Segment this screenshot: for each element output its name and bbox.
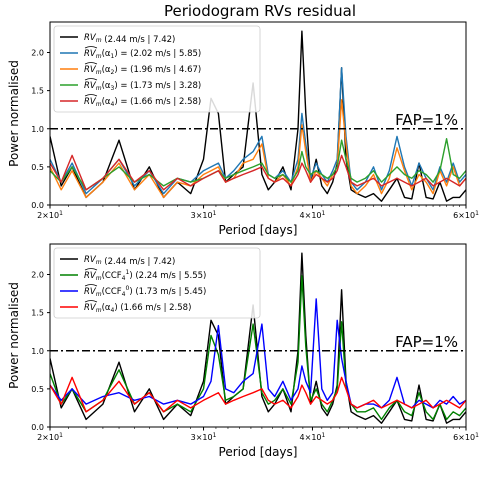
x-tick-label: 3×101 bbox=[191, 432, 217, 442]
series-line-4 bbox=[50, 138, 466, 191]
y-tick-label: 1.0 bbox=[31, 125, 44, 134]
x-tick-label: 2×101 bbox=[37, 432, 63, 442]
legend-hat bbox=[84, 94, 98, 97]
x-axis-label: Period [days] bbox=[219, 445, 298, 459]
legend-entry: RVm(α2) = (1.96 m/s | 4.67) bbox=[84, 65, 201, 76]
series-group bbox=[50, 30, 466, 202]
legend-box bbox=[53, 247, 261, 319]
x-tick-label: 6×101 bbox=[453, 432, 479, 442]
legend-entry: RVm (2.44 m/s | 7.42) bbox=[84, 33, 175, 45]
fap-label: FAP=1% bbox=[395, 111, 458, 129]
legend-hat bbox=[84, 46, 98, 49]
legend-entry: RVm(α4) (1.66 m/s | 2.58) bbox=[84, 303, 191, 314]
series-group bbox=[50, 252, 466, 424]
legend-entry: RVm(CCF41) (2.24 m/s | 5.55) bbox=[84, 269, 206, 282]
x-axis-label: Period [days] bbox=[219, 223, 298, 237]
legend-hat bbox=[84, 268, 98, 271]
axes-frame bbox=[49, 21, 467, 206]
legend-entry: RVm(α4) = (1.66 m/s | 2.58) bbox=[84, 97, 201, 108]
series-line-2 bbox=[50, 275, 466, 421]
legend: RVm (2.44 m/s | 7.42) RVm(CCF41) (2.24 m/… bbox=[53, 247, 261, 319]
y-axis-label: Power normalised bbox=[7, 282, 21, 389]
legend-hat bbox=[84, 62, 98, 65]
y-tick-label: 0.0 bbox=[31, 201, 44, 210]
legend-entry: RVm (2.44 m/s | 7.42) bbox=[84, 255, 175, 267]
y-tick-label: 1.5 bbox=[31, 309, 44, 318]
legend-entry: RVm(α1) = (2.02 m/s | 5.85) bbox=[84, 49, 201, 60]
legend-box bbox=[53, 25, 261, 113]
x-tick-label: 3×101 bbox=[191, 210, 217, 220]
y-tick-label: 2.0 bbox=[31, 49, 44, 58]
periodogram-panel-top: FAP=1% 0.0 0.5 1.0 1.5 2.0 2×101 3×101 4×101 6×10… bbox=[7, 21, 479, 237]
axes-frame bbox=[49, 243, 467, 428]
x-tick-label: 6×101 bbox=[453, 210, 479, 220]
periodogram-panel-bottom: FAP=1% 0.0 0.5 1.0 1.5 2.0 2×101 3×101 4×101 6×10… bbox=[7, 243, 479, 459]
fap-label: FAP=1% bbox=[395, 333, 458, 351]
y-tick-label: 2.0 bbox=[31, 271, 44, 280]
x-tick-label: 2×101 bbox=[37, 210, 63, 220]
series-line-3 bbox=[50, 99, 466, 199]
legend: RVm (2.44 m/s | 7.42) RVm(α1) = (2.02 m/s… bbox=[53, 25, 261, 113]
legend-entry: RVm(α3) = (1.73 m/s | 3.28) bbox=[84, 81, 201, 92]
legend-hat bbox=[84, 78, 98, 81]
y-tick-label: 0.5 bbox=[31, 385, 44, 394]
legend-hat bbox=[84, 300, 98, 303]
series-line-4 bbox=[50, 376, 466, 413]
y-tick-label: 1.0 bbox=[31, 347, 44, 356]
x-tick-label: 4×101 bbox=[300, 432, 326, 442]
x-tick-label: 4×101 bbox=[300, 210, 326, 220]
y-axis-label: Power normalised bbox=[7, 60, 21, 167]
legend-hat bbox=[84, 284, 98, 287]
figure-title: Periodogram RVs residual bbox=[164, 2, 356, 20]
y-tick-label: 1.5 bbox=[31, 87, 44, 96]
y-tick-label: 0.5 bbox=[31, 163, 44, 172]
legend-entry: RVm(CCF40) (1.73 m/s | 5.45) bbox=[84, 285, 206, 298]
series-line-2 bbox=[50, 67, 466, 195]
series-line-5 bbox=[50, 154, 466, 191]
y-tick-label: 0.0 bbox=[31, 423, 44, 432]
